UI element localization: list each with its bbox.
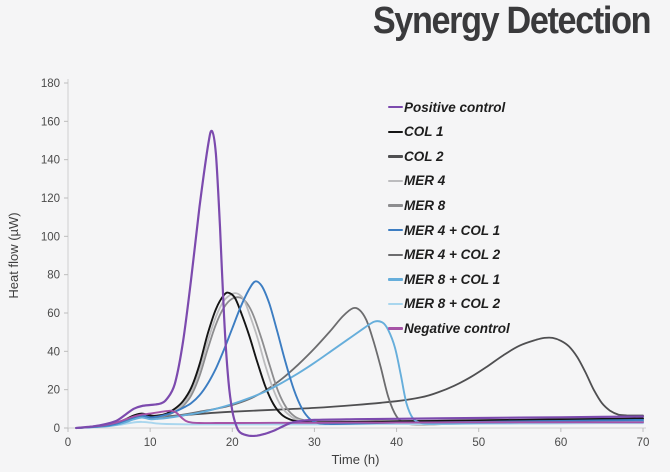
y-tick-label: 80 [47,270,60,282]
legend-item-negative-control: Negative control [388,316,510,341]
legend-item-mer-4-col-2: MER 4 + COL 2 [388,243,510,268]
legend-label: MER 4 [404,173,446,189]
legend-item-col-2: COL 2 [388,144,510,169]
x-tick-label: 0 [65,437,71,449]
legend-item-col-1: COL 1 [388,120,510,145]
legend-label: COL 2 [404,148,444,164]
legend-swatch-mer-4-col-2 [388,253,403,257]
x-tick-label: 30 [308,437,321,449]
legend-item-positive-control: Positive control [388,95,510,120]
x-tick-label: 10 [144,437,157,449]
series-mer-8 [75,296,644,429]
axes: 0 20 40 60 80 100 120 140 160 180 0 10 20 30 40 50 60 70 [41,78,650,449]
legend-swatch-mer-8 [388,204,403,207]
series-col-1 [75,291,644,429]
y-tick-label: 0 [54,423,60,435]
x-tick-label: 40 [390,437,403,449]
legend-item-mer-4-col-1: MER 4 + COL 1 [388,218,510,243]
legend-item-mer-8-col-2: MER 8 + COL 2 [388,292,510,317]
legend-item-mer-4: MER 4 [388,169,510,194]
legend-item-mer-8: MER 8 [388,193,510,218]
page-title: Synergy Detection [372,0,652,42]
legend-label: MER 8 + COL 1 [404,271,501,287]
x-tick-label: 60 [554,437,567,449]
series-mer-8-col-1 [75,320,644,429]
chart-legend: Positive control COL 1 COL 2 MER 4 MER 8 MER … [388,95,510,341]
series-mer-4-col-2 [75,306,644,429]
series-mer-4 [75,292,644,429]
legend-label: Negative control [404,320,510,336]
legend-swatch-positive-control [388,106,403,109]
legend-swatch-mer-8-col-1 [388,278,403,281]
series-negative-control [75,409,644,429]
y-tick-label: 160 [41,116,60,128]
y-tick-label: 60 [47,308,60,320]
legend-swatch-mer-8-col-2 [388,302,403,306]
series-positive-control [75,129,645,438]
legend-swatch-mer-4-col-1 [388,229,403,232]
y-tick-label: 100 [41,231,60,243]
y-tick-label: 40 [47,346,60,358]
y-tick-label: 180 [41,78,60,90]
series-curves [75,129,645,438]
legend-label: MER 4 + COL 1 [404,222,501,238]
legend-label: Positive control [404,99,506,115]
x-tick-label: 70 [637,437,650,449]
legend-item-mer-8-col-1: MER 8 + COL 1 [388,267,510,292]
x-tick-label: 50 [472,437,485,449]
x-axis-title: Time (h) [332,452,380,467]
y-tick-label: 120 [41,193,60,205]
legend-label: COL 1 [404,124,444,140]
legend-label: MER 4 + COL 2 [404,247,501,263]
y-tick-label: 20 [47,385,60,397]
legend-label: MER 8 + COL 2 [404,296,501,312]
series-mer-4-col-1 [75,280,644,429]
legend-swatch-mer-4 [388,179,403,183]
x-tick-label: 20 [226,437,239,449]
y-axis-title: Heat flow (µW) [6,212,21,298]
legend-swatch-col-2 [388,155,403,158]
legend-swatch-col-1 [388,130,403,134]
y-tick-label: 140 [41,155,60,167]
legend-label: MER 8 [404,197,446,213]
legend-swatch-negative-control [388,327,403,330]
